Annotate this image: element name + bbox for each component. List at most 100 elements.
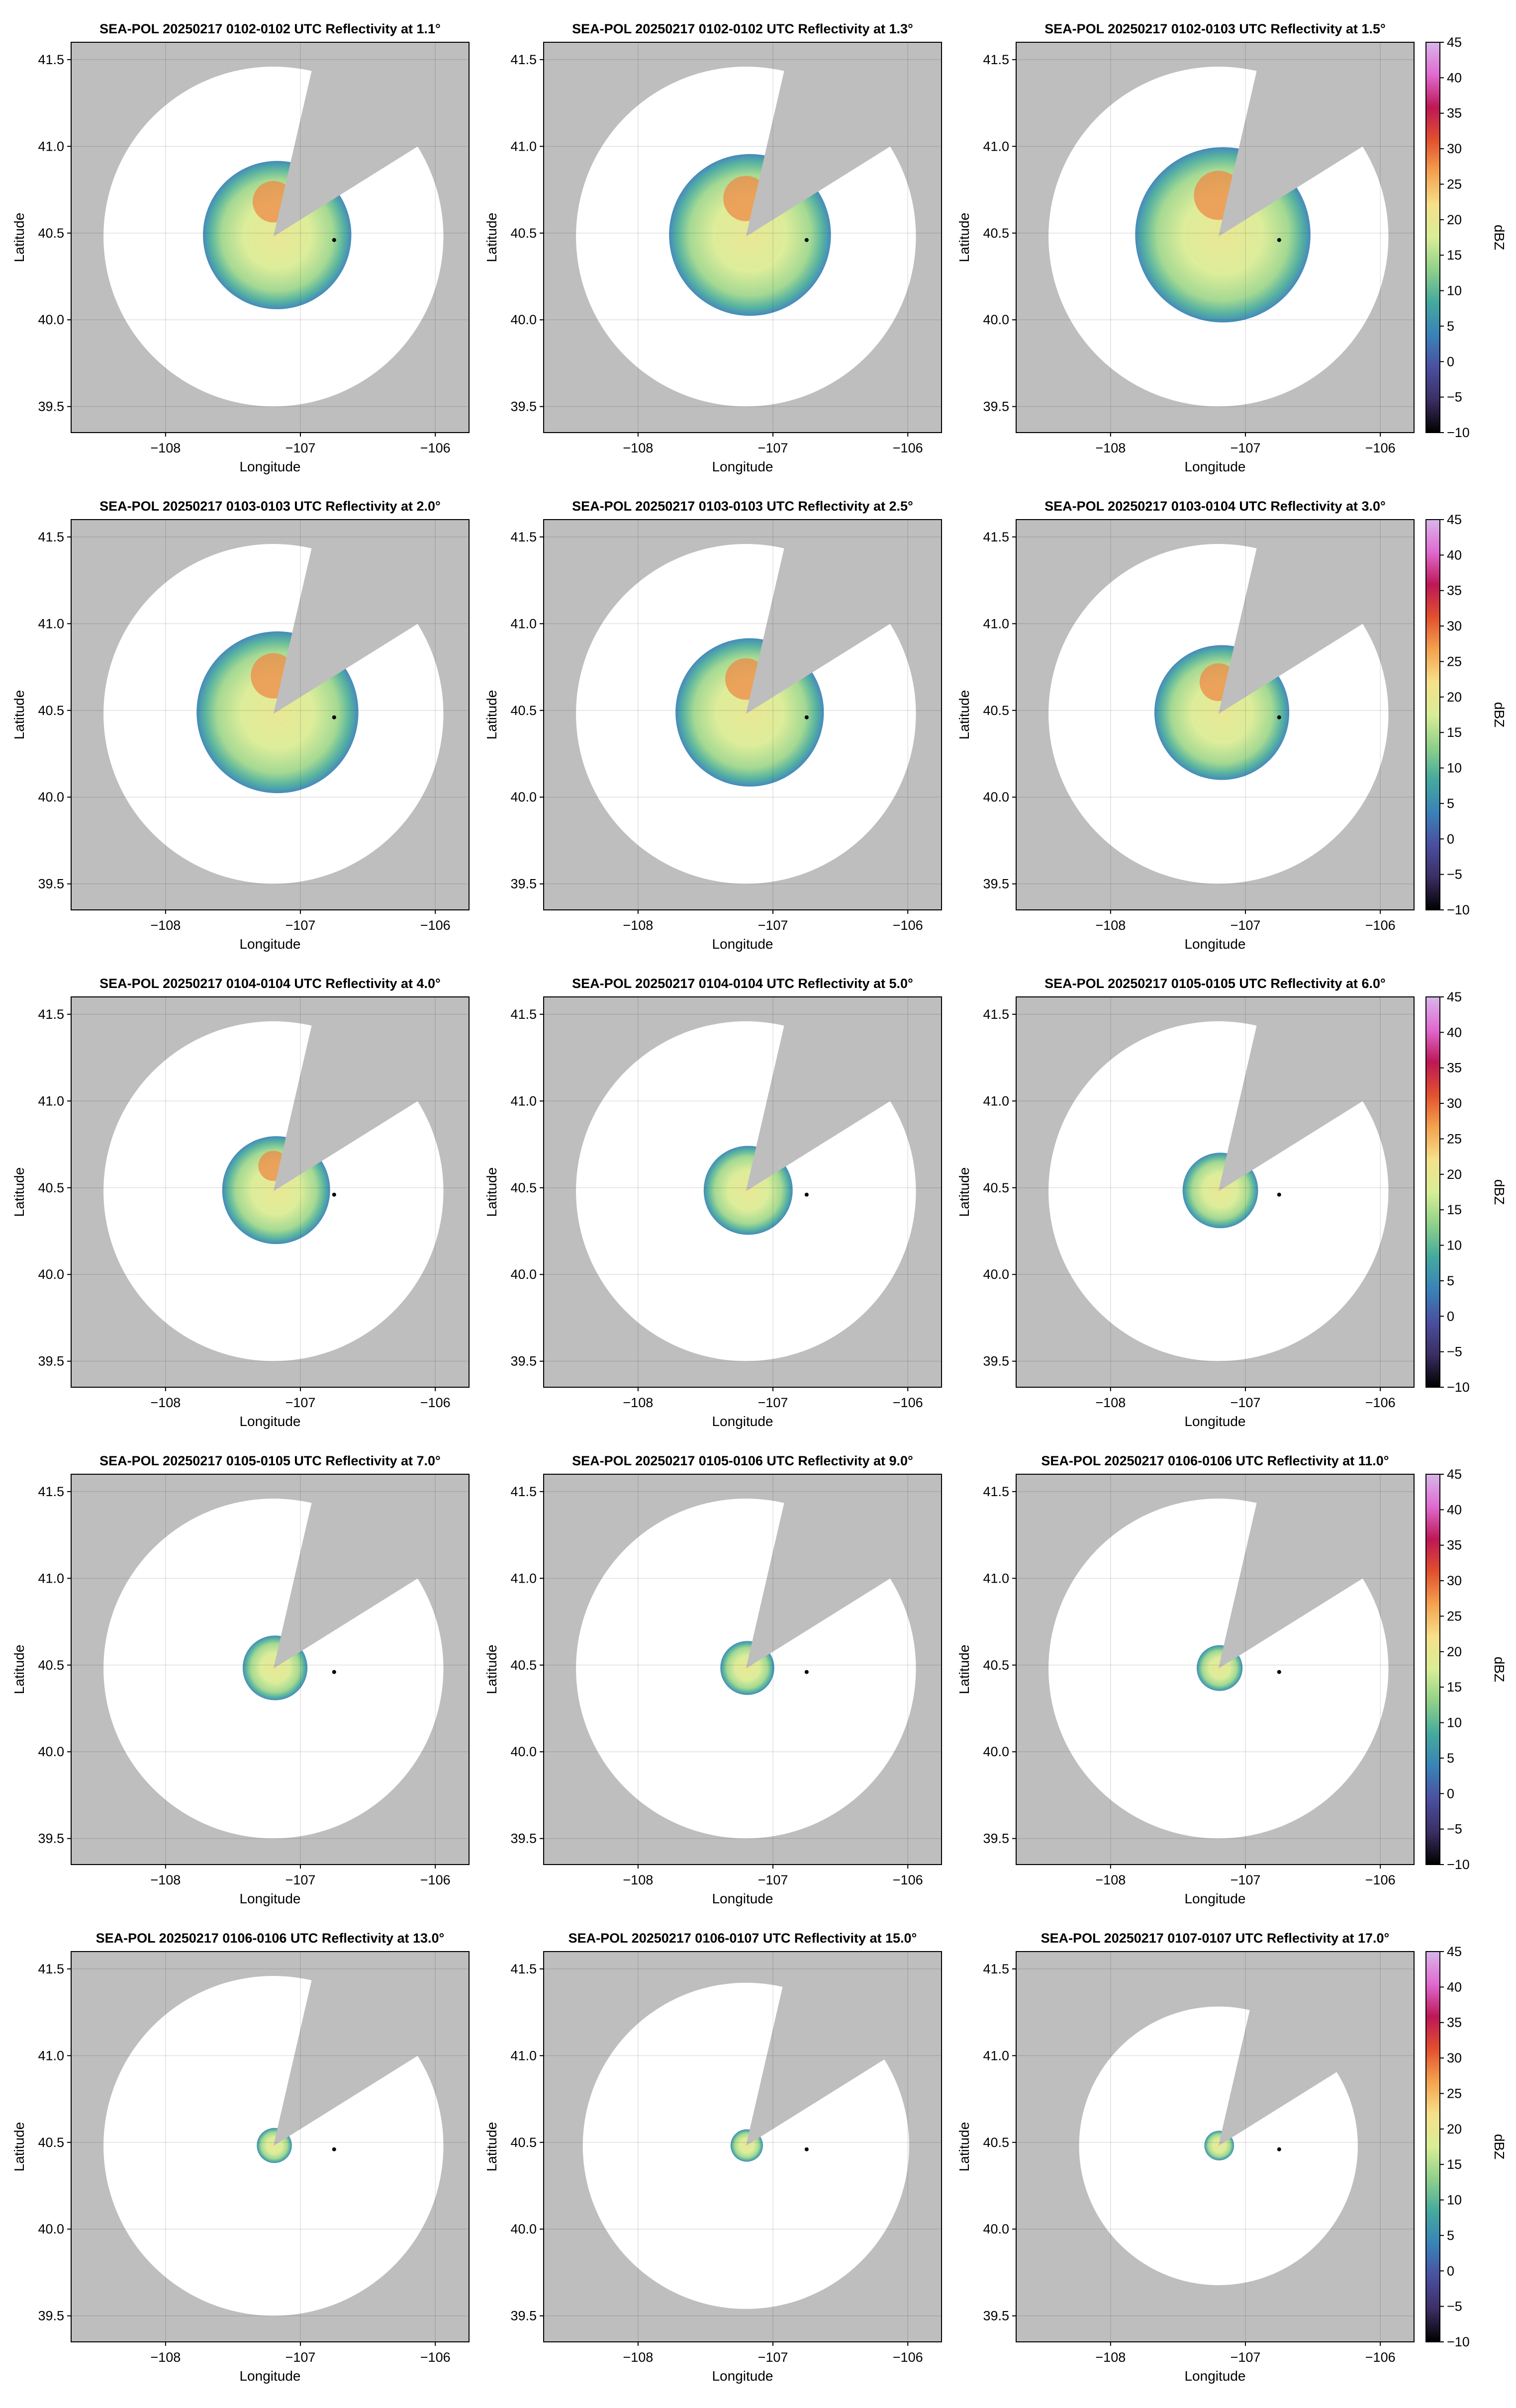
y-tick-label: 40.0 [983, 1744, 1009, 1759]
x-tick-label: −107 [1231, 1395, 1261, 1410]
y-tick-label: 40.0 [38, 2222, 64, 2236]
blocked-sector [273, 42, 469, 237]
y-tick-label: 41.5 [510, 530, 537, 544]
colorbar-tick-label: −5 [1447, 2299, 1462, 2314]
y-tick-label: 41.0 [983, 1571, 1009, 1586]
x-axis-label: Longitude [1184, 2368, 1245, 2384]
y-axis-label: Latitude [956, 2122, 972, 2172]
y-tick-label: 39.5 [510, 877, 537, 892]
y-tick-label: 41.5 [510, 1962, 537, 1976]
x-tick-label: −107 [285, 918, 316, 933]
colorbar-tick-label: −10 [1447, 902, 1470, 917]
x-tick-label: −107 [758, 2350, 788, 2365]
blocked-sector [746, 520, 942, 714]
blocked-sector [1218, 42, 1414, 237]
y-tick-label: 40.5 [38, 2135, 64, 2150]
location-marker [1277, 1192, 1281, 1197]
x-axis-label: Longitude [712, 1414, 773, 1429]
x-tick-label: −107 [758, 441, 788, 455]
location-marker [1277, 1670, 1281, 1674]
y-tick-label: 40.5 [510, 2135, 537, 2150]
y-tick-label: 41.5 [510, 52, 537, 67]
colorbar-tick-label: 20 [1447, 1644, 1462, 1659]
y-tick-label: 40.5 [983, 2135, 1009, 2150]
colorbar-ramp [1425, 996, 1440, 1388]
axes-frame [71, 996, 470, 1388]
colorbar-tick-label: −5 [1447, 1822, 1462, 1837]
x-tick-label: −108 [150, 1395, 181, 1410]
colorbar-tick-label: 20 [1447, 1167, 1462, 1182]
y-tick-label: 40.0 [510, 312, 537, 327]
axes-frame [1016, 1474, 1415, 1865]
y-tick-label: 40.0 [38, 1267, 64, 1282]
y-tick-label: 40.0 [38, 312, 64, 327]
x-tick-label: −106 [420, 918, 451, 933]
colorbar-tick-label: 10 [1447, 2193, 1462, 2208]
panel-title: SEA-POL 20250217 0106-0106 UTC Reflectiv… [96, 1931, 445, 1946]
y-tick-label: 40.5 [983, 1180, 1009, 1195]
y-tick-label: 41.0 [38, 616, 64, 631]
axes-frame [543, 519, 942, 910]
x-axis-label: Longitude [1184, 459, 1245, 474]
panel-title: SEA-POL 20250217 0102-0102 UTC Reflectiv… [572, 21, 913, 36]
x-tick-label: −107 [758, 1873, 788, 1887]
y-tick-label: 41.5 [38, 1007, 64, 1022]
x-tick-label: −108 [623, 2350, 653, 2365]
colorbar-tick-label: 30 [1447, 1573, 1462, 1588]
colorbar-label: dBZ [1492, 1179, 1507, 1205]
y-tick-label: 39.5 [38, 1354, 64, 1369]
location-marker [804, 2147, 809, 2151]
y-axis-label: Latitude [484, 2122, 499, 2172]
x-axis-label: Longitude [239, 936, 300, 952]
x-tick-label: −106 [893, 1873, 923, 1887]
y-tick-label: 41.5 [38, 52, 64, 67]
axes-frame [71, 1474, 470, 1865]
y-tick-label: 41.0 [510, 1093, 537, 1108]
y-tick-label: 41.5 [983, 530, 1009, 544]
colorbar-4: −10 −5 0 5 10 15 20 25 30 35 40 45 dBZ [1425, 1467, 1507, 1872]
map-panel-5: −108 −107 −106 39.5 40.0 40.5 41.0 41.5 Longitud… [484, 499, 942, 952]
x-tick-label: −108 [1095, 1395, 1126, 1410]
colorbar-tick-label: 30 [1447, 1096, 1462, 1111]
axes-frame [543, 1474, 942, 1865]
colorbar-ramp [1425, 1474, 1440, 1865]
y-tick-label: 41.0 [510, 1571, 537, 1586]
y-tick-label: 39.5 [983, 877, 1009, 892]
map-panel-7: −108 −107 −106 39.5 40.0 40.5 41.0 41.5 Longitud… [11, 976, 470, 1429]
colorbar-tick-label: 15 [1447, 1680, 1462, 1695]
colorbar-tick-label: −10 [1447, 1380, 1470, 1395]
x-tick-label: −106 [420, 1873, 451, 1887]
axes-frame [71, 519, 470, 910]
y-tick-label: 41.5 [983, 1007, 1009, 1022]
colorbar-tick-label: 45 [1447, 1467, 1462, 1482]
y-tick-label: 40.0 [510, 2222, 537, 2236]
x-tick-label: −106 [893, 918, 923, 933]
axes-frame [71, 1951, 470, 2342]
colorbar-tick-label: 45 [1447, 1944, 1462, 1959]
y-tick-label: 40.0 [983, 790, 1009, 804]
colorbar-tick-label: 35 [1447, 583, 1462, 598]
map-panel-9: −108 −107 −106 39.5 40.0 40.5 41.0 41.5 Longitud… [956, 976, 1415, 1429]
y-tick-label: 40.5 [510, 1180, 537, 1195]
colorbar-tick-label: 45 [1447, 35, 1462, 50]
panel-title: SEA-POL 20250217 0105-0105 UTC Reflectiv… [1044, 976, 1386, 991]
y-tick-label: 40.5 [983, 226, 1009, 241]
x-tick-label: −107 [285, 2350, 316, 2365]
y-axis-label: Latitude [11, 213, 27, 263]
y-tick-label: 41.0 [38, 1571, 64, 1586]
x-axis-label: Longitude [1184, 936, 1245, 952]
y-tick-label: 41.0 [983, 139, 1009, 154]
y-axis-label: Latitude [956, 1167, 972, 1217]
x-tick-label: −107 [1231, 441, 1261, 455]
y-axis-label: Latitude [11, 2122, 27, 2172]
panel-title: SEA-POL 20250217 0104-0104 UTC Reflectiv… [99, 976, 441, 991]
colorbar-label: dBZ [1492, 1657, 1507, 1682]
map-panel-14: −108 −107 −106 39.5 40.0 40.5 41.0 41.5 Longitud… [484, 1931, 942, 2384]
colorbar-tick-label: 25 [1447, 1608, 1462, 1623]
location-marker [804, 1192, 809, 1197]
x-tick-label: −106 [420, 441, 451, 455]
colorbar-tick-label: 0 [1447, 1786, 1454, 1801]
map-panel-12: −108 −107 −106 39.5 40.0 40.5 41.0 41.5 Longitud… [956, 1453, 1415, 1906]
colorbar-tick-label: 0 [1447, 1309, 1454, 1324]
map-panel-15: −108 −107 −106 39.5 40.0 40.5 41.0 41.5 Longitud… [956, 1931, 1415, 2384]
